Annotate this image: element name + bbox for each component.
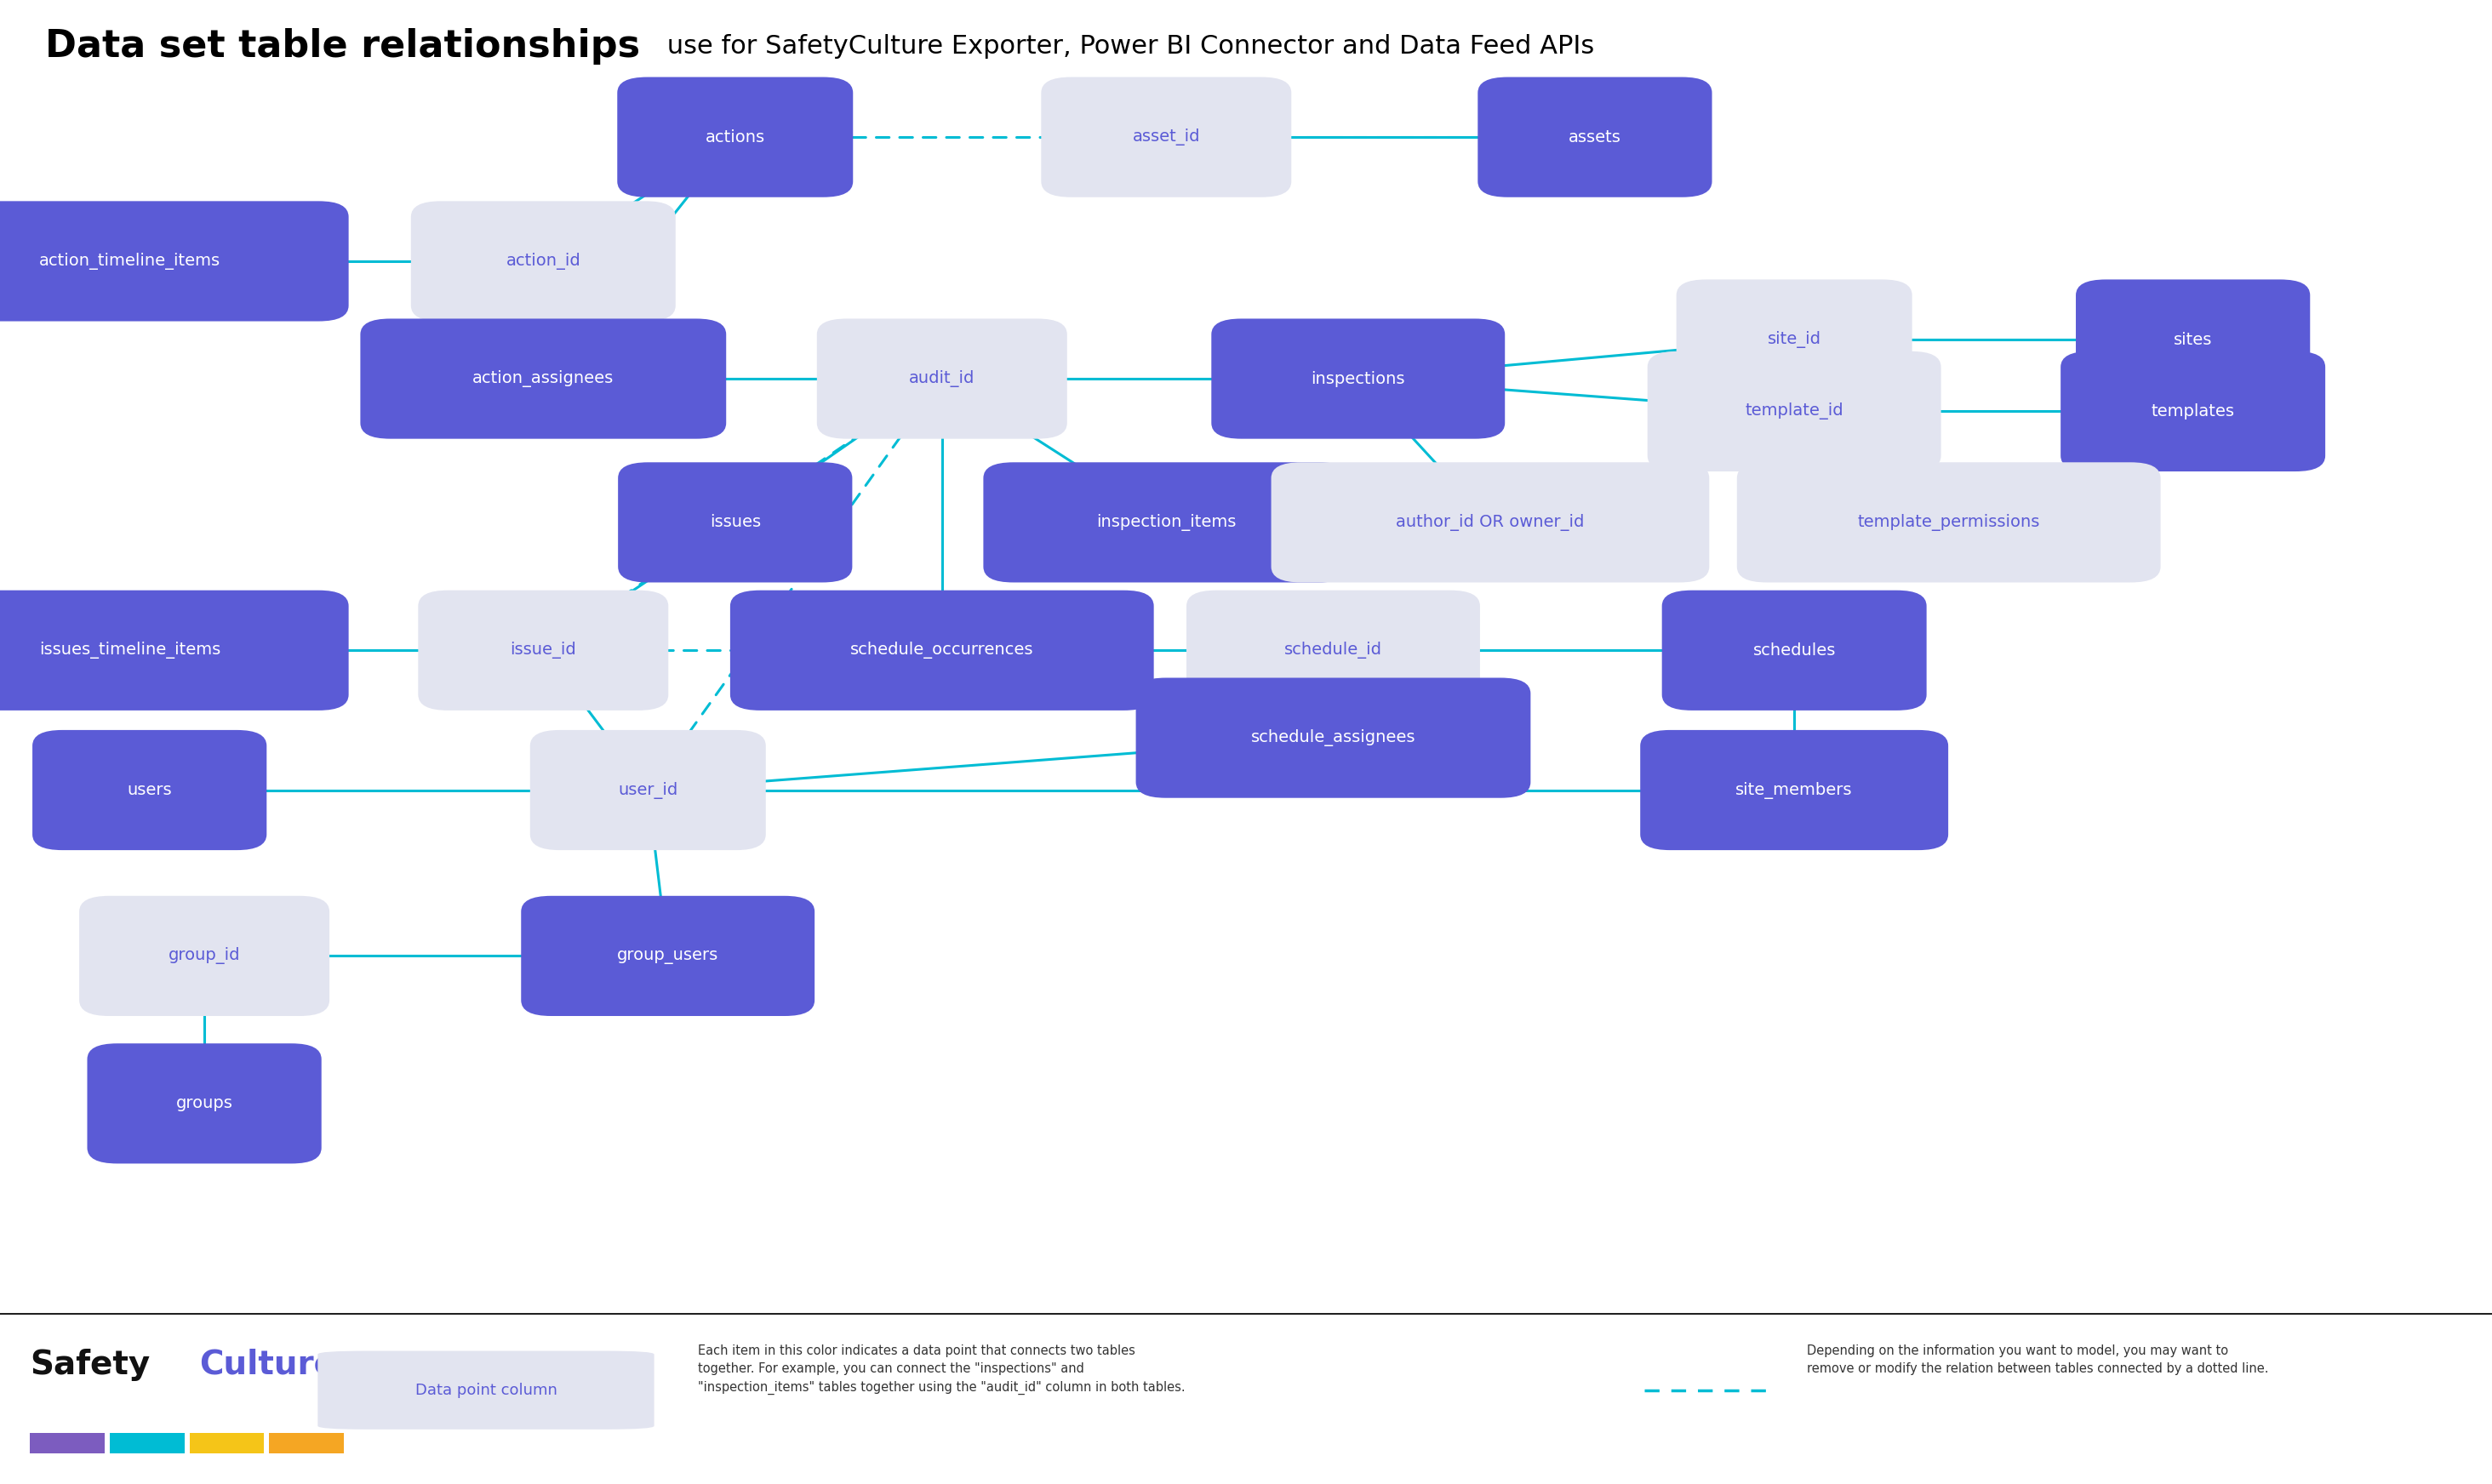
Text: Depending on the information you want to model, you may want to
remove or modify: Depending on the information you want to…	[1807, 1345, 2268, 1376]
FancyBboxPatch shape	[618, 77, 852, 197]
Text: templates: templates	[2151, 404, 2235, 420]
Text: Data set table relationships: Data set table relationships	[45, 28, 640, 65]
FancyBboxPatch shape	[2061, 352, 2325, 472]
FancyBboxPatch shape	[419, 591, 668, 711]
Text: inspection_items: inspection_items	[1096, 513, 1236, 531]
FancyBboxPatch shape	[1186, 591, 1480, 711]
FancyBboxPatch shape	[817, 319, 1067, 439]
Text: issues_timeline_items: issues_timeline_items	[40, 643, 219, 659]
FancyBboxPatch shape	[1662, 591, 1926, 711]
FancyBboxPatch shape	[1677, 279, 1911, 399]
Text: site_members: site_members	[1737, 782, 1852, 798]
FancyBboxPatch shape	[1211, 319, 1505, 439]
Text: asset_id: asset_id	[1131, 129, 1201, 145]
FancyBboxPatch shape	[0, 591, 349, 711]
Text: template_id: template_id	[1744, 402, 1844, 420]
FancyBboxPatch shape	[618, 463, 852, 582]
FancyBboxPatch shape	[361, 319, 725, 439]
Text: action_timeline_items: action_timeline_items	[40, 252, 219, 270]
Text: schedule_occurrences: schedule_occurrences	[850, 643, 1034, 659]
Text: group_id: group_id	[169, 947, 239, 965]
FancyBboxPatch shape	[1271, 463, 1710, 582]
FancyBboxPatch shape	[984, 463, 1348, 582]
FancyBboxPatch shape	[411, 202, 675, 321]
Text: group_users: group_users	[618, 948, 718, 965]
Text: schedules: schedules	[1752, 643, 1837, 659]
Text: Safety: Safety	[30, 1349, 150, 1380]
Text: user_id: user_id	[618, 782, 678, 798]
FancyBboxPatch shape	[87, 1043, 321, 1163]
Text: Each item in this color indicates a data point that connects two tables
together: Each item in this color indicates a data…	[698, 1345, 1186, 1395]
FancyBboxPatch shape	[2076, 279, 2310, 399]
FancyBboxPatch shape	[1478, 77, 1712, 197]
FancyBboxPatch shape	[531, 730, 765, 850]
Text: actions: actions	[705, 129, 765, 145]
Text: site_id: site_id	[1767, 331, 1822, 349]
FancyBboxPatch shape	[1640, 730, 1949, 850]
FancyBboxPatch shape	[1042, 77, 1291, 197]
FancyBboxPatch shape	[521, 896, 815, 1017]
Text: action_id: action_id	[506, 252, 581, 270]
Text: users: users	[127, 782, 172, 798]
Text: schedule_id: schedule_id	[1283, 643, 1383, 659]
FancyBboxPatch shape	[32, 730, 267, 850]
FancyBboxPatch shape	[30, 1434, 105, 1453]
Text: template_permissions: template_permissions	[1857, 513, 2041, 531]
Text: inspections: inspections	[1311, 371, 1405, 387]
Text: schedule_assignees: schedule_assignees	[1251, 729, 1415, 746]
FancyBboxPatch shape	[730, 591, 1154, 711]
Text: author_id OR owner_id: author_id OR owner_id	[1396, 513, 1585, 531]
FancyBboxPatch shape	[269, 1434, 344, 1453]
FancyBboxPatch shape	[80, 896, 329, 1017]
Text: Data point column: Data point column	[416, 1383, 556, 1398]
FancyBboxPatch shape	[110, 1434, 184, 1453]
FancyBboxPatch shape	[0, 202, 349, 321]
Text: groups: groups	[177, 1095, 232, 1112]
Text: use for SafetyCulture Exporter, Power BI Connector and Data Feed APIs: use for SafetyCulture Exporter, Power BI…	[658, 34, 1595, 59]
Text: Culture: Culture	[199, 1349, 336, 1380]
Text: issues: issues	[710, 515, 760, 530]
FancyBboxPatch shape	[1647, 352, 1941, 472]
FancyBboxPatch shape	[319, 1350, 655, 1429]
Text: assets: assets	[1567, 129, 1622, 145]
FancyBboxPatch shape	[1136, 678, 1530, 798]
FancyBboxPatch shape	[1737, 463, 2161, 582]
FancyBboxPatch shape	[189, 1434, 264, 1453]
Text: issue_id: issue_id	[511, 643, 576, 659]
Text: action_assignees: action_assignees	[473, 370, 613, 387]
Text: audit_id: audit_id	[910, 370, 974, 387]
Text: sites: sites	[2173, 331, 2213, 347]
